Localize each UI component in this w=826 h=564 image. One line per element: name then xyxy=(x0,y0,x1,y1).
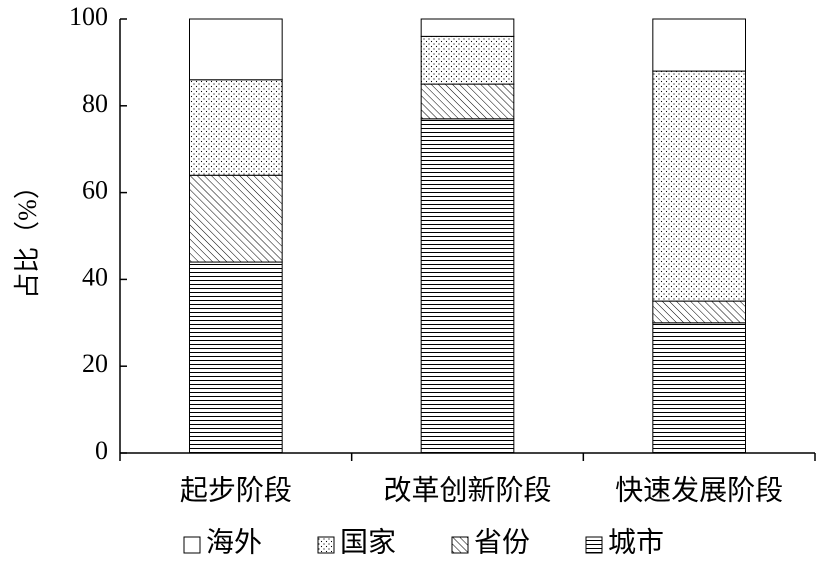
bar-segment xyxy=(420,83,515,120)
bar-segment xyxy=(189,261,283,454)
bar-segment xyxy=(420,18,515,37)
legend-swatch xyxy=(183,536,201,554)
legend-swatch xyxy=(585,536,603,554)
legend-label: 国家 xyxy=(340,526,396,558)
y-axis-label: 占比（%） xyxy=(13,173,42,299)
bar-segment xyxy=(652,300,746,324)
bar-segment xyxy=(420,35,515,85)
bar-segment xyxy=(652,322,746,454)
bar-segment xyxy=(652,18,746,72)
legend-swatch xyxy=(451,536,469,554)
legend-swatch xyxy=(317,536,335,554)
y-tick-label: 0 xyxy=(95,436,108,465)
bar-segment xyxy=(420,118,515,454)
legend-label: 海外 xyxy=(206,526,262,558)
bar-segment xyxy=(189,18,283,81)
legend-label: 城市 xyxy=(608,526,664,558)
bar-segment xyxy=(189,174,283,263)
bar-segment xyxy=(652,70,746,302)
x-tick-label: 起步阶段 xyxy=(180,474,292,506)
y-tick-label: 100 xyxy=(69,2,108,31)
y-tick-label: 60 xyxy=(82,176,108,205)
legend-label: 省份 xyxy=(474,526,530,558)
y-tick-label: 80 xyxy=(82,89,108,118)
x-tick-label: 快速发展阶段 xyxy=(615,474,783,506)
y-tick-label: 40 xyxy=(82,262,108,291)
y-tick-label: 20 xyxy=(82,349,108,378)
bar-segment xyxy=(189,79,283,176)
x-tick-label: 改革创新阶段 xyxy=(383,474,551,506)
